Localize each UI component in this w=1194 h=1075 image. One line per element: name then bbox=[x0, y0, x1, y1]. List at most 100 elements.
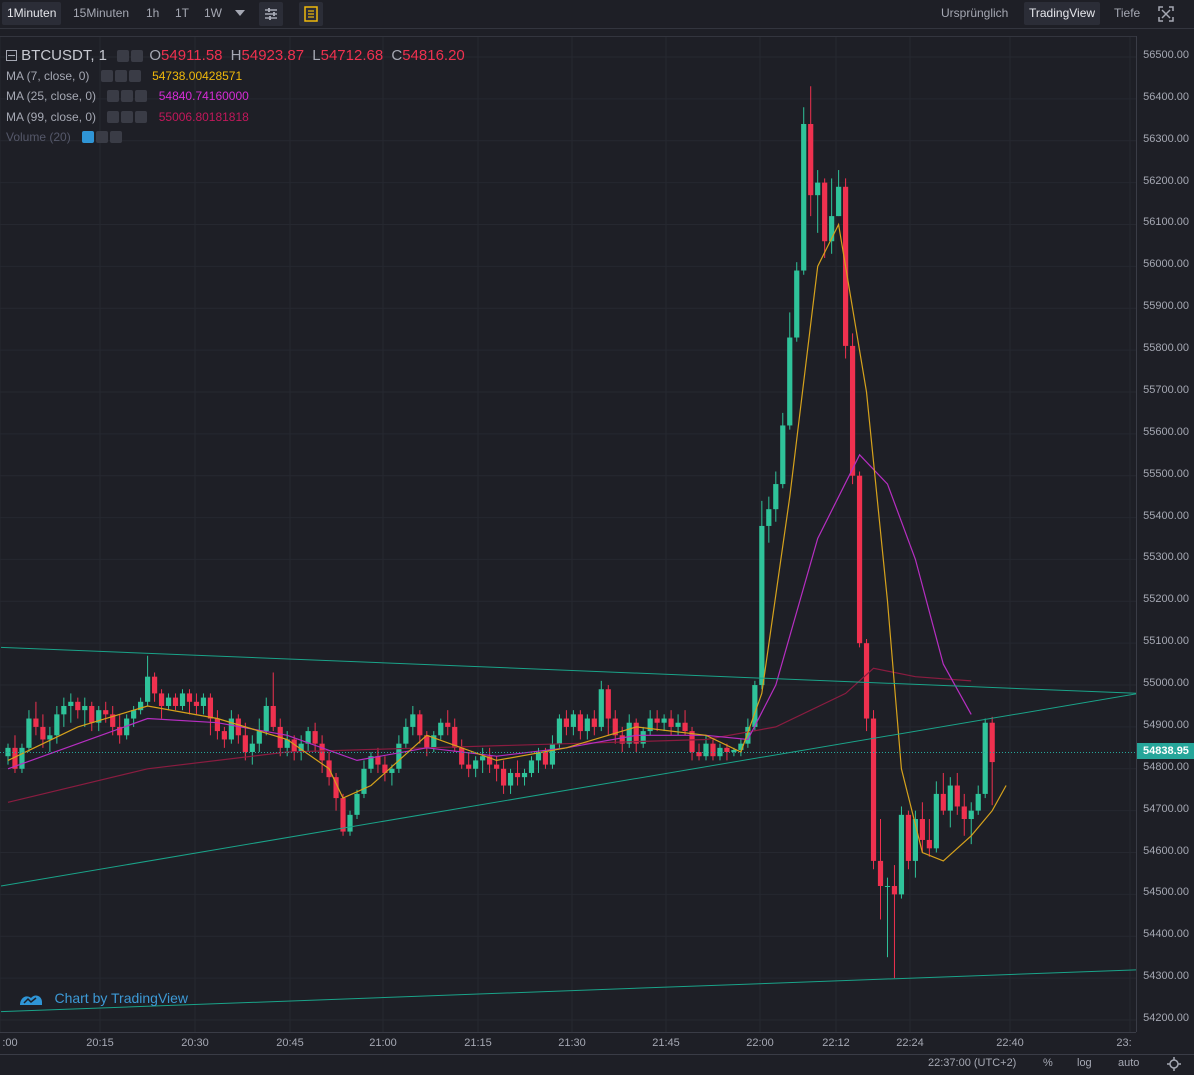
time-scale[interactable]: :00 20:15 20:30 20:45 21:00 21:15 21:30 21:45 22… bbox=[0, 1032, 1136, 1055]
candle-body bbox=[291, 739, 297, 753]
candle-body bbox=[117, 726, 123, 736]
chevron-down-icon[interactable] bbox=[234, 9, 246, 17]
interval-15m-button[interactable]: 15Minuten bbox=[73, 6, 130, 20]
price-tick-label: 54600.00 bbox=[1143, 844, 1189, 857]
view-original-button[interactable]: Ursprünglich bbox=[941, 6, 1009, 20]
close-icon[interactable] bbox=[135, 111, 148, 123]
chart-list-icon[interactable] bbox=[299, 2, 323, 26]
trendline bbox=[0, 646, 1136, 694]
sliders-icon[interactable] bbox=[259, 2, 283, 26]
candle-body bbox=[26, 718, 32, 748]
interval-1h-button[interactable]: 1h bbox=[146, 6, 160, 20]
ma7-value: 54738.00428571 bbox=[152, 69, 243, 83]
legend-volume-row: Volume (20) bbox=[6, 130, 124, 144]
candle-body bbox=[703, 743, 709, 757]
close-icon[interactable] bbox=[135, 90, 148, 102]
chart-pane[interactable]: BTCUSDT, 1 O54911.58 H54923.87 L54712.68… bbox=[0, 36, 1136, 1033]
interval-1w-button[interactable]: 1W bbox=[204, 6, 222, 20]
candle-body bbox=[884, 886, 891, 888]
price-tick-label: 54900.00 bbox=[1143, 718, 1189, 731]
price-tick-label: 54500.00 bbox=[1143, 886, 1189, 899]
gear-icon[interactable] bbox=[131, 50, 144, 62]
candle-body bbox=[717, 747, 723, 757]
gear-icon[interactable] bbox=[114, 70, 127, 82]
candle-body bbox=[193, 701, 200, 706]
candle-body bbox=[766, 509, 772, 526]
candle-body bbox=[256, 731, 262, 744]
close-icon[interactable] bbox=[128, 70, 141, 82]
candle-body bbox=[514, 772, 521, 778]
candle-body bbox=[242, 735, 248, 753]
log-toggle[interactable]: log bbox=[1077, 1057, 1092, 1069]
close-icon[interactable] bbox=[110, 131, 123, 143]
time-tick-label: 20:45 bbox=[276, 1037, 304, 1049]
fullscreen-icon[interactable] bbox=[1158, 6, 1174, 22]
time-tick-label: :00 bbox=[2, 1037, 18, 1049]
candle-body bbox=[445, 722, 451, 727]
candle-body bbox=[605, 689, 611, 719]
eye-icon[interactable] bbox=[107, 111, 120, 123]
candle-body bbox=[926, 839, 932, 849]
candle-body bbox=[333, 777, 339, 799]
top-toolbar: 1Minuten 15Minuten 1h 1T 1W Ursprünglich… bbox=[0, 0, 1194, 29]
watermark[interactable]: Chart by TradingView bbox=[18, 989, 188, 1008]
price-tick-label: 56100.00 bbox=[1143, 216, 1189, 229]
price-tick-label: 55900.00 bbox=[1143, 300, 1189, 313]
eye-icon[interactable] bbox=[82, 131, 95, 143]
price-tick-label: 54300.00 bbox=[1143, 970, 1189, 983]
candle-body bbox=[933, 793, 939, 849]
candle-body bbox=[773, 484, 779, 510]
candle-body bbox=[891, 886, 898, 895]
watermark-text: Chart by TradingView bbox=[54, 990, 189, 1006]
candle-body bbox=[61, 705, 67, 715]
collapse-icon[interactable] bbox=[6, 50, 17, 61]
interval-1m-button[interactable]: 1Minuten bbox=[2, 2, 62, 25]
candle-body bbox=[410, 714, 416, 727]
candle-body bbox=[12, 747, 18, 769]
candle-body bbox=[982, 722, 988, 794]
gear-icon[interactable] bbox=[121, 111, 134, 123]
view-tradingview-button[interactable]: TradingView bbox=[1024, 2, 1101, 25]
price-tick-label: 55200.00 bbox=[1143, 593, 1189, 606]
auto-toggle[interactable]: auto bbox=[1118, 1057, 1140, 1069]
eye-icon[interactable] bbox=[107, 90, 120, 102]
candle-body bbox=[368, 756, 374, 769]
candle-body bbox=[68, 701, 74, 706]
interval-1d-button[interactable]: 1T bbox=[175, 6, 190, 20]
legend-ma25-row: MA (25, close, 0) 54840.74160000 bbox=[6, 89, 249, 103]
time-tick-label: 22:40 bbox=[996, 1037, 1024, 1049]
time-tick-label: 22:24 bbox=[896, 1037, 924, 1049]
percent-toggle[interactable]: % bbox=[1043, 1057, 1053, 1069]
high-label: H bbox=[230, 47, 242, 64]
price-tick-label: 55700.00 bbox=[1143, 383, 1189, 396]
price-scale[interactable]: 54200.00 54300.00 54400.00 54500.00 54600.00… bbox=[1136, 36, 1194, 1032]
eye-icon[interactable] bbox=[100, 70, 113, 82]
candle-body bbox=[849, 345, 856, 476]
candle-body bbox=[158, 693, 165, 706]
price-tick-label: 55100.00 bbox=[1143, 635, 1189, 648]
candle-body bbox=[759, 525, 765, 686]
candle-body bbox=[200, 697, 207, 706]
candle-body bbox=[647, 718, 653, 732]
view-depth-button[interactable]: Tiefe bbox=[1114, 6, 1141, 20]
gear-icon[interactable] bbox=[96, 131, 109, 143]
ma99-label: MA (99, close, 0) bbox=[6, 110, 97, 124]
candle-body bbox=[361, 768, 367, 794]
gear-icon[interactable] bbox=[121, 90, 134, 102]
candle-body bbox=[500, 768, 507, 786]
candle-body bbox=[5, 747, 11, 757]
candle-body bbox=[249, 743, 255, 753]
time-tick-label: 21:15 bbox=[464, 1037, 492, 1049]
candle-body bbox=[542, 752, 549, 765]
candle-body bbox=[298, 743, 304, 753]
legend-ma99-row: MA (99, close, 0) 55006.80181818 bbox=[6, 110, 249, 124]
eye-icon[interactable] bbox=[117, 50, 130, 62]
candle-body bbox=[654, 718, 660, 723]
candle-body bbox=[507, 772, 514, 786]
price-tick-label: 55000.00 bbox=[1143, 677, 1189, 690]
candle-body bbox=[228, 718, 234, 740]
gear-icon[interactable] bbox=[1167, 1057, 1181, 1071]
candle-body bbox=[912, 819, 918, 861]
price-chart[interactable] bbox=[0, 37, 1136, 1033]
time-tick-label: 20:30 bbox=[181, 1037, 209, 1049]
